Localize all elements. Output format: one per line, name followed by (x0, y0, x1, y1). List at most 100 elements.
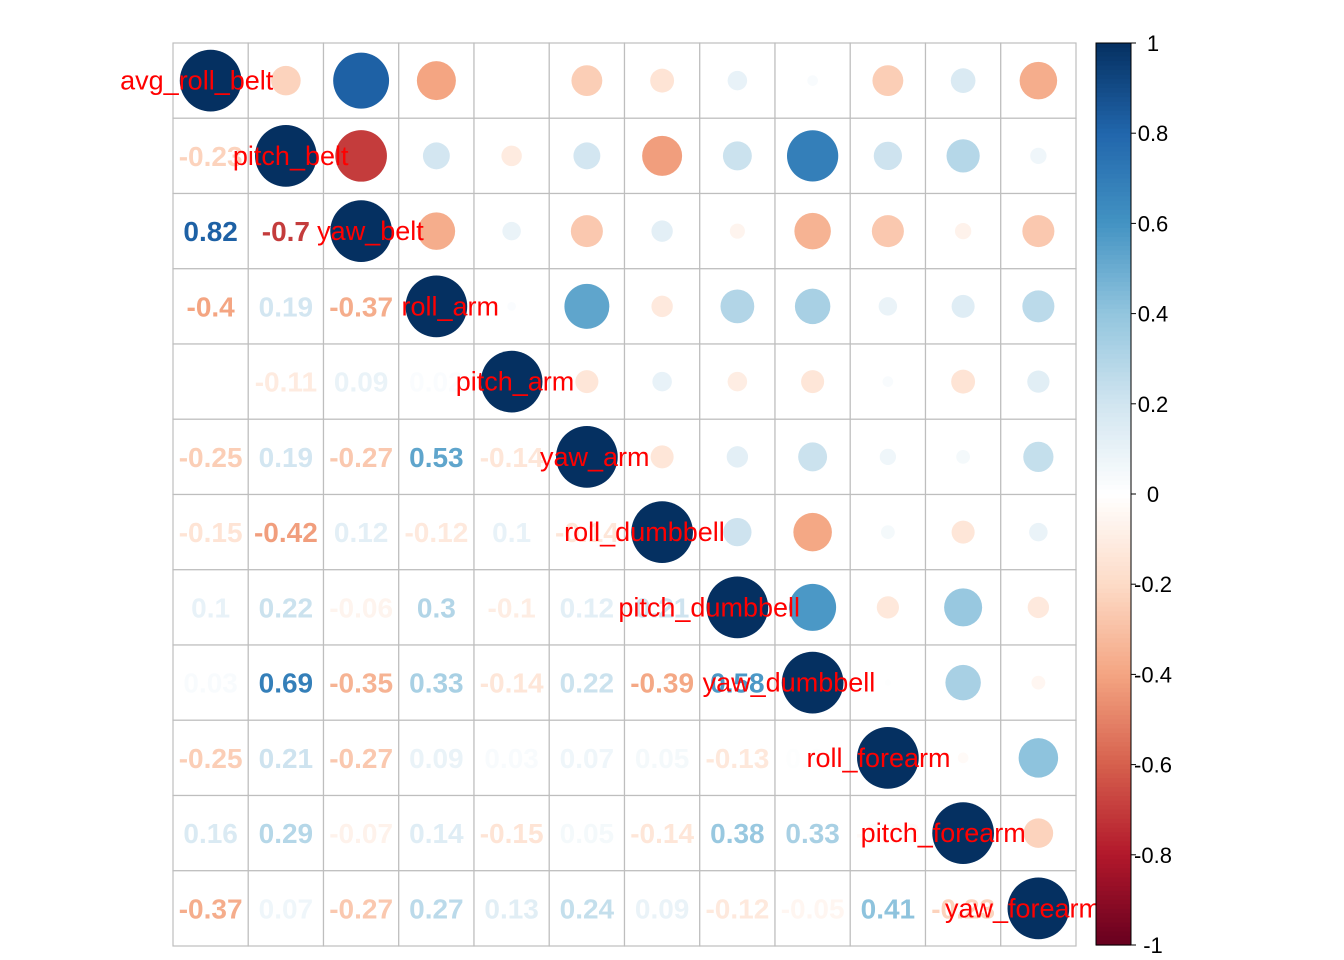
correlation-value: 0.03 (183, 668, 238, 699)
colorbar-segment (1096, 133, 1131, 139)
colorbar-segment (1096, 597, 1131, 603)
colorbar-segment (1096, 769, 1131, 775)
correlation-circle (794, 212, 831, 250)
colorbar-segment (1096, 83, 1131, 89)
grid-cell (322, 644, 400, 721)
colorbar-tick-label: 0 (1147, 482, 1159, 507)
correlation-circle (642, 135, 683, 176)
colorbar-tick-label: 1 (1147, 31, 1159, 56)
correlation-circle (651, 220, 673, 242)
correlation-value: 0.58 (710, 668, 765, 699)
colorbar-segment (1096, 56, 1131, 62)
colorbar-segment (1096, 638, 1131, 644)
colorbar-segment (1096, 881, 1131, 887)
colorbar-segment (1096, 642, 1131, 648)
correlation-value: -0.39 (630, 668, 694, 699)
correlation-value: 0.05 (560, 818, 615, 849)
correlation-value: 0.82 (183, 216, 238, 247)
correlation-circle (335, 130, 387, 182)
colorbar-segment (1096, 868, 1131, 874)
colorbar-segment (1096, 742, 1131, 748)
colorbar-segment (1096, 751, 1131, 757)
correlation-value: 0.21 (635, 592, 690, 623)
colorbar-segment (1096, 92, 1131, 98)
colorbar-segment (1096, 935, 1131, 942)
grid-cell (473, 569, 550, 646)
colorbar-segment (1096, 421, 1131, 427)
correlation-circle (631, 501, 693, 563)
grid-cell (247, 493, 325, 571)
correlation-circle (951, 294, 975, 318)
colorbar-segment (1096, 913, 1131, 919)
correlation-circle (1022, 290, 1055, 323)
correlation-circle (1027, 370, 1050, 393)
colorbar-segment (1096, 917, 1131, 924)
variable-label: pitch_belt (233, 141, 349, 171)
colorbar-segment (1096, 232, 1131, 238)
colorbar-segment (1096, 629, 1131, 635)
correlation-value: -0.25 (179, 743, 243, 774)
colorbar-segment (1096, 65, 1131, 71)
correlation-value: -0.14 (480, 442, 544, 473)
colorbar-segment (1096, 457, 1131, 464)
correlation-circle (878, 297, 898, 316)
colorbar-segment (1096, 782, 1131, 788)
correlation-value: -0.13 (705, 743, 769, 774)
grid-cell (322, 794, 400, 872)
grid-cell (548, 569, 626, 646)
colorbar-segment (1096, 372, 1131, 378)
colorbar-segment (1096, 796, 1131, 802)
correlation-value: -0.4 (187, 291, 236, 322)
colorbar-segment (1096, 922, 1131, 928)
grid-cell (172, 719, 249, 797)
colorbar-segment (1096, 444, 1131, 450)
colorbar-segment (1096, 453, 1131, 459)
colorbar-segment (1096, 408, 1131, 414)
colorbar-segment (1096, 791, 1131, 797)
correlation-circle (650, 68, 675, 93)
colorbar-segment (1096, 227, 1131, 234)
colorbar-segment (1096, 606, 1131, 612)
variable-label: avg_roll_belt (120, 66, 274, 96)
grid-cell (699, 719, 776, 797)
correlation-matrix: -0.23 0.82 -0.7 -0.4 0.19 -0.37 0 -0.11 0.09 0.02… (120, 42, 1101, 947)
colorbar-segment (1096, 106, 1131, 112)
colorbar-segment (1096, 814, 1131, 820)
colorbar-segment (1096, 836, 1131, 842)
grid-cell (473, 644, 550, 721)
grid-cell (623, 794, 701, 872)
correlation-circle (1019, 61, 1058, 100)
colorbar-segment (1096, 651, 1131, 657)
correlation-circle (729, 223, 745, 239)
grid-cell (172, 117, 249, 195)
colorbar-segment (1096, 548, 1131, 554)
correlation-value: -0.15 (179, 517, 243, 548)
colorbar-segment (1096, 435, 1131, 441)
colorbar-segment (1096, 926, 1131, 933)
correlation-circle (786, 130, 839, 182)
correlation-circle (951, 369, 976, 394)
colorbar-segment (1096, 890, 1131, 896)
colorbar-segment (1096, 633, 1131, 639)
correlation-value: 0.22 (259, 592, 314, 623)
correlation-value: 0.3 (417, 592, 456, 623)
correlation-circle (884, 679, 891, 686)
correlation-circle (876, 596, 899, 619)
colorbar-segment (1096, 182, 1131, 188)
colorbar-legend: 1 0.8 0.6 0.4 0.2 0 -0.2 -0.4 -0.6 -0.8 -1 (1095, 31, 1172, 958)
correlation-circle (872, 65, 904, 97)
colorbar-segment (1096, 119, 1131, 125)
correlation-value: 0.07 (560, 743, 615, 774)
grid-cell (172, 493, 249, 571)
colorbar-segment (1096, 142, 1131, 148)
colorbar-tick-label: -0.6 (1134, 753, 1172, 778)
correlation-circle (781, 651, 844, 714)
correlation-circle (871, 215, 904, 248)
colorbar-segment (1096, 160, 1131, 166)
grid-cell (473, 418, 550, 496)
colorbar-segment (1096, 557, 1131, 563)
correlation-value: 0.19 (259, 442, 314, 473)
colorbar-segment (1096, 908, 1131, 915)
colorbar-segment (1096, 728, 1131, 734)
colorbar-segment (1096, 340, 1131, 346)
